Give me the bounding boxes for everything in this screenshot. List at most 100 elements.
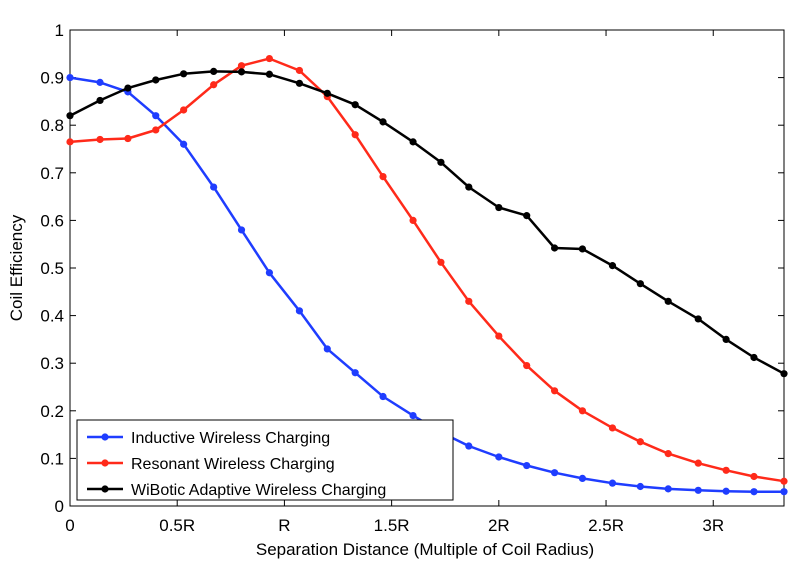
data-point bbox=[608, 479, 617, 487]
y-tick-label: 0.9 bbox=[40, 69, 64, 88]
data-point bbox=[523, 361, 531, 370]
data-point bbox=[96, 96, 104, 105]
y-tick-label: 0.3 bbox=[40, 354, 64, 373]
data-point bbox=[694, 459, 702, 467]
data-point bbox=[780, 488, 788, 496]
data-point bbox=[636, 280, 644, 288]
data-point bbox=[722, 335, 730, 343]
data-point bbox=[323, 345, 331, 353]
y-tick-label: 0.5 bbox=[40, 259, 64, 278]
data-point bbox=[409, 216, 417, 224]
data-point bbox=[295, 79, 304, 87]
data-point bbox=[351, 131, 359, 139]
y-tick-label: 0 bbox=[55, 497, 64, 516]
x-axis-title: Separation Distance (Multiple of Coil Ra… bbox=[256, 540, 594, 559]
y-tick-label: 0.2 bbox=[40, 402, 64, 421]
y-tick-label: 0.1 bbox=[40, 449, 64, 468]
data-point bbox=[66, 138, 74, 146]
data-point bbox=[180, 140, 188, 148]
data-point bbox=[96, 78, 104, 86]
y-axis-title: Coil Efficiency bbox=[7, 214, 26, 321]
data-point bbox=[66, 74, 74, 82]
data-point bbox=[495, 203, 503, 212]
data-point bbox=[265, 54, 274, 63]
y-tick-label: 0.8 bbox=[40, 116, 64, 135]
data-point bbox=[636, 482, 644, 491]
data-point bbox=[96, 135, 104, 144]
data-point bbox=[379, 173, 387, 181]
data-point bbox=[437, 258, 445, 266]
data-point bbox=[608, 262, 617, 270]
data-point bbox=[409, 411, 417, 420]
data-point bbox=[237, 68, 246, 76]
data-point bbox=[465, 297, 473, 305]
legend: Inductive Wireless Charging Resonant Wire… bbox=[76, 419, 454, 501]
data-point bbox=[180, 106, 188, 114]
data-point bbox=[295, 307, 304, 315]
data-point bbox=[152, 112, 160, 120]
x-tick-label: 0 bbox=[65, 516, 74, 535]
data-point bbox=[636, 438, 644, 446]
data-point bbox=[351, 369, 359, 377]
series-line-1 bbox=[69, 57, 785, 483]
data-point bbox=[694, 486, 702, 494]
data-point bbox=[124, 84, 132, 92]
data-point bbox=[608, 424, 617, 432]
data-point bbox=[210, 183, 218, 191]
data-point bbox=[780, 370, 788, 378]
legend-marker bbox=[101, 459, 109, 467]
x-tick-label: R bbox=[278, 516, 290, 535]
data-point bbox=[550, 387, 559, 395]
data-point bbox=[323, 89, 331, 97]
series-line-2 bbox=[69, 70, 785, 375]
data-point bbox=[465, 442, 473, 450]
x-tick-label: 3R bbox=[702, 516, 724, 535]
data-point bbox=[523, 212, 531, 220]
data-point bbox=[379, 392, 387, 401]
data-point bbox=[379, 118, 387, 126]
data-point bbox=[495, 332, 503, 340]
data-point bbox=[295, 66, 304, 75]
x-tick-label: 2.5R bbox=[588, 516, 624, 535]
data-point bbox=[523, 461, 531, 470]
data-point bbox=[495, 453, 503, 461]
data-point bbox=[664, 450, 672, 458]
data-point bbox=[750, 353, 758, 362]
data-point bbox=[550, 469, 559, 477]
data-point bbox=[237, 62, 246, 70]
x-tick-label: 2R bbox=[488, 516, 510, 535]
legend-marker bbox=[101, 433, 109, 441]
legend-label: WiBotic Adaptive Wireless Charging bbox=[131, 482, 386, 499]
data-point bbox=[664, 297, 672, 305]
data-point bbox=[722, 466, 730, 474]
data-point bbox=[550, 244, 559, 252]
legend-marker bbox=[101, 485, 109, 493]
data-point bbox=[351, 101, 359, 109]
data-point bbox=[210, 67, 218, 76]
data-point bbox=[265, 269, 274, 277]
data-point bbox=[66, 112, 74, 120]
data-point bbox=[578, 245, 587, 253]
data-point bbox=[750, 488, 758, 496]
x-tick-label: 0.5R bbox=[159, 516, 195, 535]
data-point bbox=[409, 138, 417, 146]
y-tick-label: 1 bbox=[55, 21, 64, 40]
data-point bbox=[237, 226, 246, 234]
data-point bbox=[694, 315, 702, 323]
y-tick-label: 0.6 bbox=[40, 211, 64, 230]
data-point bbox=[152, 76, 160, 84]
data-point bbox=[664, 485, 672, 493]
data-point bbox=[210, 81, 218, 89]
data-point bbox=[722, 487, 730, 495]
data-point bbox=[465, 183, 473, 191]
y-tick-label: 0.4 bbox=[40, 307, 64, 326]
data-point bbox=[124, 134, 132, 143]
data-point bbox=[578, 474, 587, 482]
data-point bbox=[265, 70, 274, 78]
x-tick-label: 1.5R bbox=[374, 516, 410, 535]
legend-label: Inductive Wireless Charging bbox=[131, 430, 330, 447]
data-point bbox=[780, 477, 788, 485]
data-point bbox=[152, 126, 160, 134]
legend-label: Resonant Wireless Charging bbox=[131, 456, 335, 473]
